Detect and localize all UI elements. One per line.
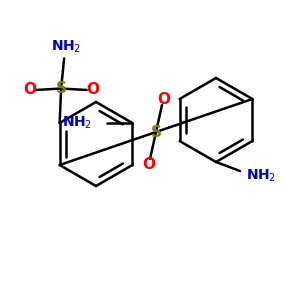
Text: S: S <box>151 124 161 140</box>
Text: NH$_2$: NH$_2$ <box>246 167 276 184</box>
Text: NH$_2$: NH$_2$ <box>62 115 92 131</box>
Text: S: S <box>56 81 67 96</box>
Text: O: O <box>23 82 36 98</box>
Text: O: O <box>157 92 170 107</box>
Text: O: O <box>86 82 99 98</box>
Text: NH$_2$: NH$_2$ <box>50 38 81 55</box>
Text: O: O <box>142 157 155 172</box>
